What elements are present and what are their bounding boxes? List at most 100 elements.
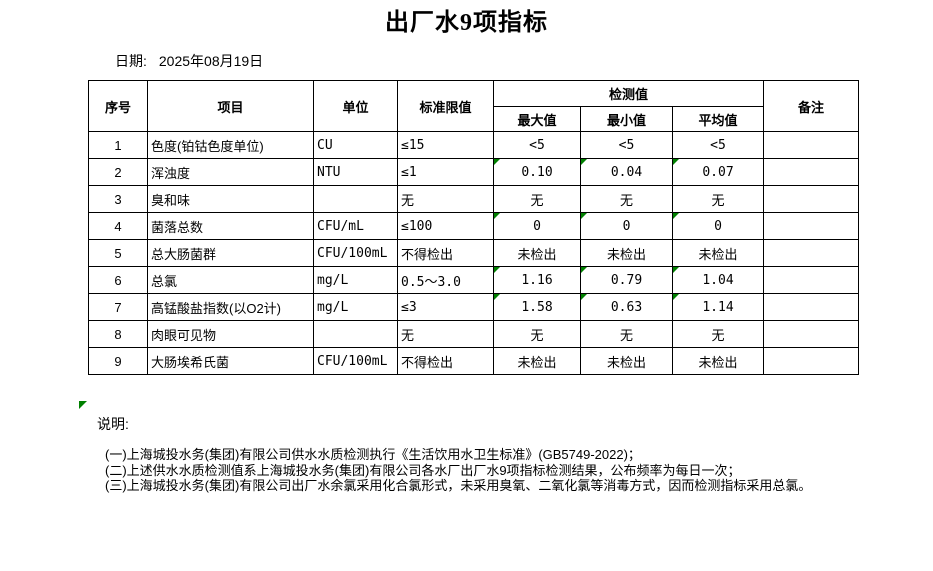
error-flag-triangle xyxy=(673,213,679,219)
cell-min-value: 无 xyxy=(580,185,673,213)
cell-limit: ≤3 xyxy=(397,293,494,321)
table-row: 6 总氯 mg/L 0.5～3.0 1.16 0.79 1.04 xyxy=(88,266,860,294)
cell-unit: CFU/mL xyxy=(313,212,398,240)
error-flag-triangle xyxy=(581,294,587,300)
cell-limit: 无 xyxy=(397,185,494,213)
cell-item: 色度(铂钴色度单位) xyxy=(147,131,314,159)
cell-avg-value: 未检出 xyxy=(671,239,765,267)
cell-seq: 9 xyxy=(88,347,148,375)
table-row: 9 大肠埃希氏菌 CFU/100mL 不得检出 未检出 未检出 未检出 xyxy=(88,347,860,375)
error-flag-triangle xyxy=(581,267,587,273)
error-flag-triangle xyxy=(494,213,500,219)
cell-limit: ≤100 xyxy=(397,212,494,240)
cell-max-value: 未检出 xyxy=(493,347,581,375)
cell-seq: 1 xyxy=(88,131,148,159)
cell-avg-value: 0.07 xyxy=(671,158,765,186)
cell-remark xyxy=(763,185,860,213)
cell-remark xyxy=(763,131,860,159)
col-header-item: 项目 xyxy=(147,80,314,132)
cell-limit: ≤15 xyxy=(397,131,494,159)
cell-unit xyxy=(313,185,398,213)
error-flag-triangle xyxy=(673,267,679,273)
cell-unit xyxy=(313,320,398,348)
cell-max-value: 1.16 xyxy=(493,266,581,294)
cell-avg-value: 1.14 xyxy=(671,293,765,321)
cell-item: 总氯 xyxy=(147,266,314,294)
cell-item: 大肠埃希氏菌 xyxy=(147,347,314,375)
date-line: 日期: 2025年08月19日 xyxy=(115,51,263,71)
cell-min-value: 0 xyxy=(580,212,673,240)
table-row: 4 菌落总数 CFU/mL ≤100 0 0 0 xyxy=(88,212,860,240)
cell-min-value: 未检出 xyxy=(580,347,673,375)
cell-remark xyxy=(763,212,860,240)
cell-remark xyxy=(763,158,860,186)
table-body: 1 色度(铂钴色度单位) CU ≤15 <5 <5 <5 2 浑浊度 NTU ≤… xyxy=(88,131,860,375)
col-header-max: 最大值 xyxy=(493,106,581,132)
col-header-min: 最小值 xyxy=(580,106,673,132)
cell-remark xyxy=(763,239,860,267)
cell-seq: 3 xyxy=(88,185,148,213)
table-row: 7 高锰酸盐指数(以O2计) mg/L ≤3 1.58 0.63 1.14 xyxy=(88,293,860,321)
cell-seq: 7 xyxy=(88,293,148,321)
cell-remark xyxy=(763,266,860,294)
cell-item: 肉眼可见物 xyxy=(147,320,314,348)
error-flag-triangle xyxy=(494,294,500,300)
cell-unit: CU xyxy=(313,131,398,159)
table-row: 5 总大肠菌群 CFU/100mL 不得检出 未检出 未检出 未检出 xyxy=(88,239,860,267)
cell-min-value: 无 xyxy=(580,320,673,348)
cell-limit: 不得检出 xyxy=(397,347,494,375)
cell-limit: 不得检出 xyxy=(397,239,494,267)
cell-seq: 4 xyxy=(88,212,148,240)
cell-max-value: 无 xyxy=(493,320,581,348)
table-row: 3 臭和味 无 无 无 无 xyxy=(88,185,860,213)
notes-section: (一)上海城投水务(集团)有限公司供水水质检测执行《生活饮用水卫生标准》(GB5… xyxy=(105,447,811,494)
cell-unit: mg/L xyxy=(313,293,398,321)
cell-max-value: <5 xyxy=(493,131,581,159)
cell-remark xyxy=(763,347,860,375)
cell-max-value: 无 xyxy=(493,185,581,213)
cell-max-value: 1.58 xyxy=(493,293,581,321)
cell-limit: ≤1 xyxy=(397,158,494,186)
date-label: 日期: xyxy=(115,53,147,69)
cell-limit: 无 xyxy=(397,320,494,348)
error-flag-triangle xyxy=(581,213,587,219)
notes-label: 说明: xyxy=(97,416,129,432)
cell-item: 总大肠菌群 xyxy=(147,239,314,267)
cell-unit: NTU xyxy=(313,158,398,186)
page-title: 出厂水9项指标 xyxy=(385,10,548,36)
cell-item: 菌落总数 xyxy=(147,212,314,240)
date-value: 2025年08月19日 xyxy=(158,53,264,69)
table-row: 8 肉眼可见物 无 无 无 无 xyxy=(88,320,860,348)
error-flag-triangle xyxy=(494,159,500,165)
cell-min-value: 0.79 xyxy=(580,266,673,294)
error-flag-triangle xyxy=(673,294,679,300)
cell-max-value: 0 xyxy=(493,212,581,240)
error-flag-triangle xyxy=(581,159,587,165)
note-line: (三)上海城投水务(集团)有限公司出厂水余氯采用化合氯形式，未采用臭氧、二氧化氯… xyxy=(105,478,812,493)
cell-seq: 5 xyxy=(88,239,148,267)
error-flag-triangle xyxy=(673,159,679,165)
cell-min-value: 0.63 xyxy=(580,293,673,321)
cell-item: 臭和味 xyxy=(147,185,314,213)
col-header-unit: 单位 xyxy=(313,80,398,132)
cell-remark xyxy=(763,293,860,321)
stray-green-flag-triangle xyxy=(79,401,87,409)
cell-avg-value: 无 xyxy=(671,185,765,213)
note-line: (一)上海城投水务(集团)有限公司供水水质检测执行《生活饮用水卫生标准》(GB5… xyxy=(105,447,641,462)
cell-seq: 6 xyxy=(88,266,148,294)
col-header-limit: 标准限值 xyxy=(397,80,494,132)
cell-item: 浑浊度 xyxy=(147,158,314,186)
table-row: 1 色度(铂钴色度单位) CU ≤15 <5 <5 <5 xyxy=(88,131,860,159)
cell-max-value: 未检出 xyxy=(493,239,581,267)
cell-avg-value: 未检出 xyxy=(671,347,765,375)
col-header-remark: 备注 xyxy=(763,80,860,132)
col-header-avg: 平均值 xyxy=(671,106,765,132)
cell-remark xyxy=(763,320,860,348)
cell-item: 高锰酸盐指数(以O2计) xyxy=(147,293,314,321)
error-flag-triangle xyxy=(494,267,500,273)
cell-seq: 8 xyxy=(88,320,148,348)
cell-min-value: 0.04 xyxy=(580,158,673,186)
cell-min-value: <5 xyxy=(580,131,673,159)
col-header-seq: 序号 xyxy=(88,80,148,132)
